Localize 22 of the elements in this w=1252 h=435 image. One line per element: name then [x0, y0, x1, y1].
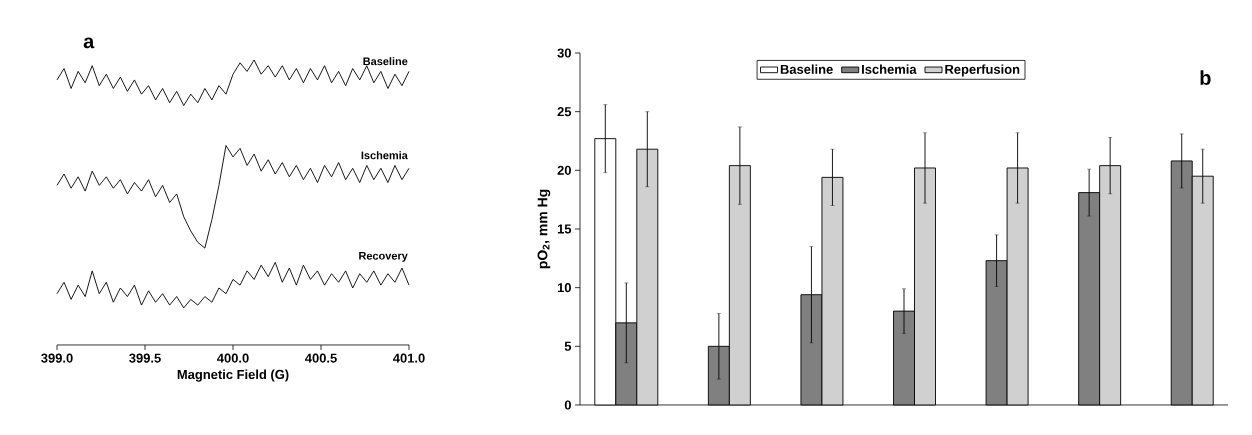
series-label: Ischemia	[361, 151, 408, 160]
y-tick-label: 20	[557, 165, 571, 175]
x-tick-label: 400.0	[217, 353, 249, 363]
y-tick-label: 5	[564, 341, 572, 351]
x-tick-label: 399.0	[41, 353, 73, 363]
series-label: Recovery	[359, 252, 408, 262]
y-tick-label: 25	[557, 107, 572, 117]
text: a	[83, 37, 95, 49]
y-tick-label: 30	[557, 48, 571, 58]
x-tick-label: 400.5	[305, 353, 337, 363]
y-tick-label: 0	[564, 400, 571, 410]
y-tick-label: 15	[557, 224, 572, 234]
legend-label: Reperfusion	[945, 64, 1020, 77]
x-tick-label: 399.5	[129, 353, 161, 363]
x-axis-title: Magnetic Field (G)	[177, 369, 289, 382]
series-label: Baseline	[363, 57, 408, 66]
x-tick-label: 401.0	[393, 353, 425, 363]
y-tick-label: 10	[557, 283, 571, 293]
y-axis-title: pO$_{2}$, mm Hg	[537, 189, 551, 269]
legend-label: Ischemia	[862, 64, 917, 74]
legend-label: Baseline	[780, 64, 833, 74]
annotation: b	[1200, 70, 1211, 85]
